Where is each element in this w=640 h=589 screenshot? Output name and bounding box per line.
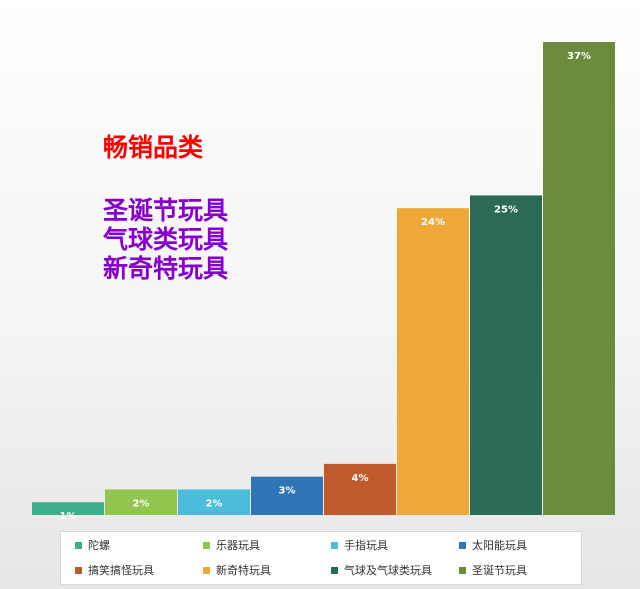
legend-label: 太阳能玩具 [472, 539, 527, 552]
annotation-title: 畅销品类 [103, 133, 204, 162]
bar-1 [32, 502, 104, 515]
legend-label: 乐器玩具 [216, 539, 260, 552]
legend-label: 陀螺 [88, 539, 110, 552]
data-label-2: 2% [133, 498, 150, 509]
bar-6 [397, 208, 469, 515]
legend-label: 新奇特玩具 [216, 564, 271, 577]
bar-2 [105, 489, 177, 515]
data-label-5: 4% [352, 473, 369, 484]
legend-swatch [75, 566, 82, 574]
legend-item-4: 太阳能玩具 [459, 535, 527, 555]
legend-label: 搞笑搞怪玩具 [88, 564, 154, 577]
data-label-3: 2% [206, 498, 223, 509]
legend-item-3: 手指玩具 [331, 535, 388, 555]
legend-swatch [75, 541, 82, 549]
bar-8 [543, 42, 615, 515]
data-label-8: 37% [567, 51, 591, 62]
data-label-1: 1% [60, 511, 77, 522]
bar-4 [251, 476, 323, 515]
annotation-item-novelty: 新奇特玩具 [103, 254, 229, 283]
legend-item-5: 搞笑搞怪玩具 [75, 560, 154, 580]
chart-legend: 陀螺 乐器玩具 手指玩具 太阳能玩具搞笑搞怪玩具 新奇特玩具 气球及气球类玩具 圣诞节玩具 [60, 531, 582, 585]
legend-item-2: 乐器玩具 [203, 535, 260, 555]
data-label-7: 25% [494, 204, 518, 215]
legend-item-8: 圣诞节玩具 [459, 560, 527, 580]
legend-swatch [203, 541, 210, 549]
legend-item-6: 新奇特玩具 [203, 560, 271, 580]
legend-swatch [331, 541, 338, 549]
data-label-6: 24% [421, 217, 445, 228]
legend-swatch [459, 541, 466, 549]
legend-swatch [203, 566, 210, 574]
legend-item-1: 陀螺 [75, 535, 110, 555]
annotation-item-balloon: 气球类玩具 [103, 225, 229, 254]
annotation-item-christmas: 圣诞节玩具 [103, 196, 229, 225]
legend-label: 气球及气球类玩具 [344, 564, 432, 577]
legend-swatch [459, 566, 466, 574]
legend-label: 圣诞节玩具 [472, 564, 527, 577]
legend-item-7: 气球及气球类玩具 [331, 560, 432, 580]
legend-swatch [331, 566, 338, 574]
bar-5 [324, 463, 396, 515]
legend-label: 手指玩具 [344, 539, 388, 552]
bar-3 [178, 489, 250, 515]
data-label-4: 3% [279, 486, 296, 497]
bar-7 [470, 195, 542, 516]
